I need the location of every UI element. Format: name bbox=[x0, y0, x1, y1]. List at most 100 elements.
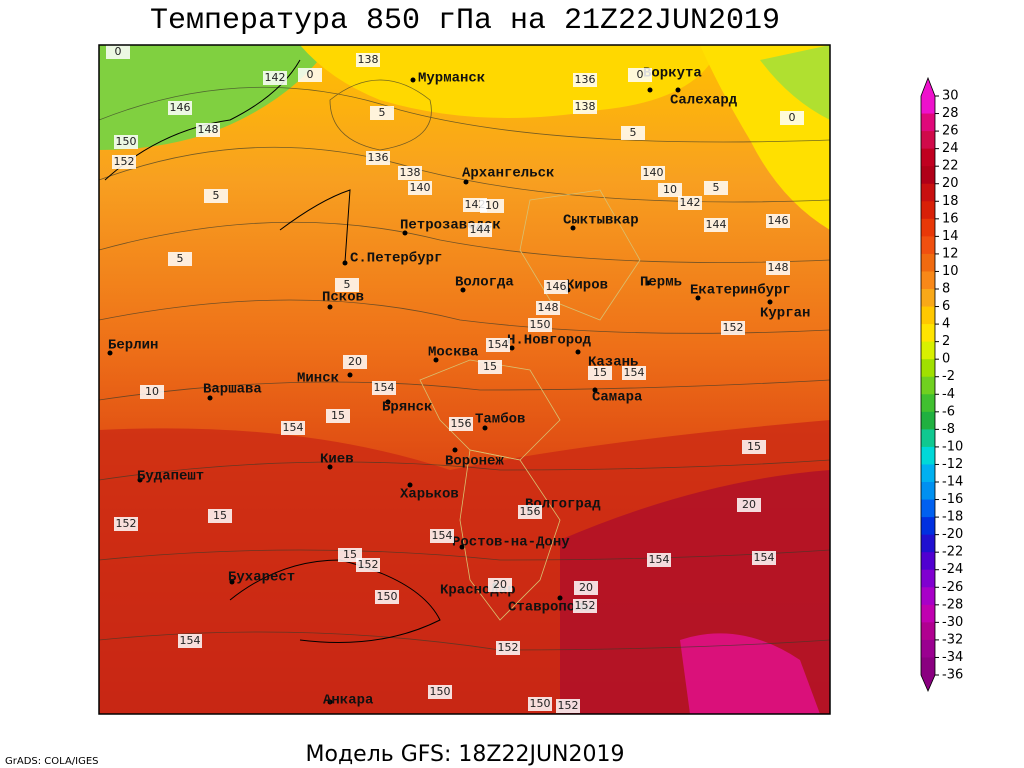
colorbar-label: 20 bbox=[942, 176, 959, 191]
colorbar-label: -4 bbox=[942, 387, 955, 402]
contour-label-box bbox=[528, 318, 552, 332]
colorbar-segment bbox=[921, 569, 935, 588]
colorbar-segment bbox=[921, 271, 935, 290]
city-label: Киев bbox=[320, 452, 354, 468]
colorbar-label: -8 bbox=[942, 422, 955, 437]
city-label: С.Петербург bbox=[350, 251, 442, 267]
colorbar-label: 2 bbox=[942, 334, 950, 349]
colorbar-label: -26 bbox=[942, 580, 963, 595]
contour-label-box bbox=[573, 100, 597, 114]
colorbar-segment bbox=[921, 552, 935, 571]
contour-label: 148 bbox=[768, 261, 789, 274]
colorbar-segment bbox=[921, 324, 935, 343]
city-dot bbox=[557, 595, 563, 601]
contour-label-box bbox=[742, 440, 766, 454]
colorbar-label: -14 bbox=[942, 475, 963, 490]
subtitle: Модель GFS: 18Z22JUN2019 bbox=[306, 742, 625, 767]
contour-label-box bbox=[480, 199, 504, 213]
contour-label: 10 bbox=[145, 385, 159, 398]
contour-label: 15 bbox=[483, 360, 497, 373]
city-label: Ростов-на-Дону bbox=[452, 535, 570, 551]
contour-label: 146 bbox=[768, 214, 789, 227]
colorbar-segment bbox=[921, 464, 935, 483]
colorbar-label: 8 bbox=[942, 282, 950, 297]
contour-label: 15 bbox=[331, 409, 345, 422]
contour-label-box bbox=[468, 223, 492, 237]
colorbar-segment bbox=[921, 113, 935, 132]
contour-label-box bbox=[335, 278, 359, 292]
city-dot bbox=[463, 179, 469, 185]
colorbar-label: -6 bbox=[942, 404, 955, 419]
contour-label-box bbox=[375, 590, 399, 604]
contour-label-box bbox=[721, 321, 745, 335]
city-dot bbox=[459, 544, 465, 550]
colorbar-label: -34 bbox=[942, 650, 963, 665]
colorbar-label: 24 bbox=[942, 141, 959, 156]
contour-label-box bbox=[588, 366, 612, 380]
contour-label-box bbox=[621, 126, 645, 140]
contour-label: 20 bbox=[742, 498, 756, 511]
contour-label: 150 bbox=[116, 135, 137, 148]
contour-label-box bbox=[114, 517, 138, 531]
city-dot bbox=[385, 399, 391, 405]
contour-label: 15 bbox=[343, 548, 357, 561]
colorbar-label: -28 bbox=[942, 597, 963, 612]
colorbar-segment bbox=[921, 587, 935, 606]
contour-label: 142 bbox=[680, 196, 701, 209]
contour-label-box bbox=[536, 301, 560, 315]
colorbar-segment bbox=[921, 622, 935, 641]
colorbar-segment bbox=[921, 604, 935, 623]
map-frame bbox=[98, 44, 831, 715]
contour-label-box bbox=[658, 183, 682, 197]
city-dot bbox=[433, 357, 439, 363]
city-label: Бухарест bbox=[228, 570, 295, 586]
contour-label: 154 bbox=[374, 381, 395, 394]
contour-label: 136 bbox=[575, 73, 596, 86]
contour-label: 0 bbox=[789, 111, 796, 124]
colorbar-label: 4 bbox=[942, 317, 950, 332]
contour-label-box bbox=[114, 135, 138, 149]
city-dot bbox=[575, 349, 581, 355]
contour-label: 154 bbox=[754, 551, 775, 564]
contour-label-box bbox=[398, 166, 422, 180]
city-dot bbox=[327, 699, 333, 705]
colorbar-segment bbox=[921, 517, 935, 536]
contour-label: 5 bbox=[713, 181, 720, 194]
contour-label-box bbox=[449, 417, 473, 431]
city-label: Воронеж bbox=[445, 454, 504, 470]
contour-label-box bbox=[112, 155, 136, 169]
contour-label: 152 bbox=[116, 517, 137, 530]
contour-label: 140 bbox=[643, 166, 664, 179]
contour-label: 154 bbox=[488, 338, 509, 351]
colorbar-label: 0 bbox=[942, 352, 950, 367]
contour-label: 0 bbox=[637, 68, 644, 81]
colorbar-label: 12 bbox=[942, 246, 959, 261]
contour-label-box bbox=[556, 699, 580, 713]
city-label: Екатеринбург bbox=[690, 283, 791, 299]
city-label: Харьков bbox=[400, 487, 459, 503]
colorbar-label: -22 bbox=[942, 545, 963, 560]
contour-label-box bbox=[168, 101, 192, 115]
contour-label: 10 bbox=[485, 199, 499, 212]
city-dot bbox=[137, 477, 143, 483]
colorbar-label: -20 bbox=[942, 527, 963, 542]
colorbar-label: 10 bbox=[942, 264, 959, 279]
contour-label-box bbox=[628, 68, 652, 82]
contour-label: 10 bbox=[663, 183, 677, 196]
colorbar-segment bbox=[921, 534, 935, 553]
contour-label: 5 bbox=[177, 252, 184, 265]
colorbar-segment bbox=[921, 218, 935, 237]
contour-label: 152 bbox=[114, 155, 135, 168]
colorbar-label: -10 bbox=[942, 439, 963, 454]
contour-label: 154 bbox=[649, 553, 670, 566]
colorbar-label: -24 bbox=[942, 562, 963, 577]
city-dot bbox=[347, 372, 353, 378]
credit: GrADS: COLA/IGES bbox=[5, 756, 99, 767]
colorbar-label: 28 bbox=[942, 106, 959, 121]
contour-label-box bbox=[343, 355, 367, 369]
city-dot bbox=[327, 464, 333, 470]
city-dot bbox=[407, 482, 413, 488]
city-dot bbox=[107, 350, 113, 356]
city-label: Вологда bbox=[455, 275, 514, 291]
